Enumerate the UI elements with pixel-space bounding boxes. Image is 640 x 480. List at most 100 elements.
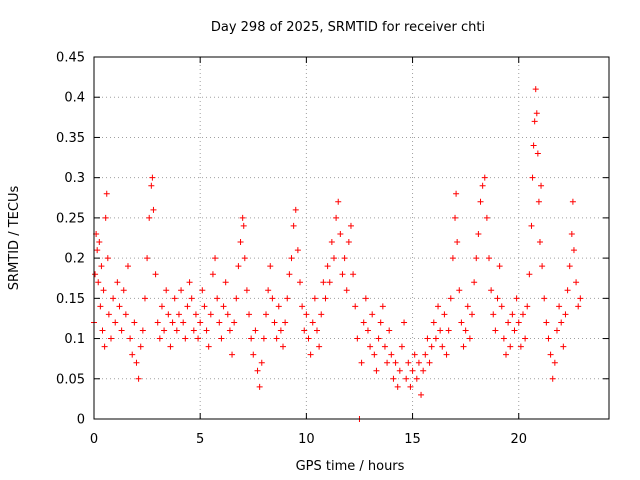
data-point bbox=[280, 343, 287, 350]
data-point bbox=[471, 279, 478, 286]
data-point bbox=[309, 319, 316, 326]
data-point bbox=[335, 198, 342, 205]
data-point bbox=[398, 343, 405, 350]
data-point bbox=[195, 335, 202, 342]
data-point bbox=[575, 303, 582, 310]
data-point bbox=[188, 295, 195, 302]
data-point bbox=[396, 367, 403, 374]
data-point bbox=[509, 311, 516, 318]
data-point bbox=[297, 279, 303, 286]
data-point bbox=[458, 319, 465, 326]
data-point bbox=[316, 343, 323, 350]
data-point bbox=[392, 359, 399, 366]
data-point bbox=[318, 311, 325, 318]
data-point bbox=[192, 311, 199, 318]
data-point bbox=[231, 319, 238, 326]
data-point bbox=[466, 335, 473, 342]
data-point bbox=[104, 255, 111, 262]
data-point bbox=[390, 375, 397, 382]
data-point bbox=[152, 271, 159, 278]
data-point bbox=[133, 359, 140, 366]
data-point bbox=[488, 287, 495, 294]
data-point bbox=[526, 271, 533, 278]
data-point bbox=[107, 335, 114, 342]
data-point bbox=[241, 255, 248, 262]
data-point bbox=[409, 367, 416, 374]
data-point bbox=[131, 319, 138, 326]
data-point bbox=[486, 255, 493, 262]
data-point bbox=[146, 214, 153, 221]
data-point bbox=[165, 311, 172, 318]
data-point bbox=[337, 230, 344, 237]
data-point bbox=[326, 279, 333, 286]
data-point bbox=[453, 190, 460, 197]
data-point bbox=[301, 327, 308, 334]
data-point bbox=[547, 351, 554, 358]
data-point bbox=[105, 311, 112, 318]
data-point bbox=[403, 375, 410, 382]
data-point bbox=[505, 319, 512, 326]
y-tick-label: 0.35 bbox=[56, 131, 85, 146]
data-point bbox=[330, 255, 337, 262]
data-point bbox=[343, 287, 350, 294]
data-point bbox=[377, 319, 384, 326]
data-point bbox=[313, 327, 320, 334]
data-point bbox=[564, 287, 571, 294]
data-point bbox=[169, 319, 176, 326]
y-tick-label: 0.2 bbox=[64, 252, 85, 267]
data-point bbox=[494, 295, 501, 302]
data-point bbox=[305, 335, 312, 342]
data-point bbox=[199, 287, 206, 294]
data-point bbox=[345, 239, 352, 246]
data-point bbox=[284, 295, 291, 302]
data-point bbox=[292, 206, 299, 213]
data-point bbox=[350, 271, 357, 278]
data-point bbox=[430, 319, 437, 326]
data-point bbox=[428, 343, 435, 350]
data-point bbox=[515, 319, 522, 326]
data-point bbox=[100, 287, 107, 294]
data-point bbox=[243, 287, 250, 294]
data-point bbox=[294, 247, 301, 254]
data-point bbox=[239, 214, 246, 221]
data-point bbox=[235, 263, 242, 270]
data-point bbox=[148, 182, 155, 189]
data-point bbox=[212, 255, 219, 262]
data-point bbox=[97, 303, 104, 310]
data-point bbox=[498, 303, 505, 310]
data-point bbox=[541, 295, 548, 302]
data-point bbox=[443, 351, 450, 358]
data-point bbox=[286, 271, 293, 278]
data-point bbox=[99, 327, 106, 334]
data-point bbox=[96, 239, 103, 246]
data-point bbox=[139, 327, 146, 334]
data-point bbox=[161, 327, 168, 334]
data-point bbox=[322, 295, 329, 302]
data-point bbox=[481, 174, 488, 181]
data-point bbox=[513, 295, 520, 302]
data-point bbox=[141, 295, 148, 302]
data-point bbox=[101, 343, 108, 350]
data-point bbox=[182, 335, 189, 342]
data-point bbox=[237, 239, 244, 246]
data-point bbox=[127, 335, 134, 342]
data-point bbox=[456, 287, 463, 294]
data-point bbox=[158, 303, 165, 310]
data-point bbox=[536, 239, 543, 246]
data-point bbox=[222, 279, 229, 286]
data-point bbox=[543, 319, 550, 326]
y-axis-label: SRMTID / TECUs bbox=[7, 186, 22, 291]
data-point bbox=[135, 375, 142, 382]
data-point bbox=[556, 303, 563, 310]
data-point bbox=[531, 118, 538, 125]
data-point bbox=[511, 327, 518, 334]
data-point bbox=[519, 311, 526, 318]
data-point bbox=[156, 335, 163, 342]
data-point bbox=[303, 311, 310, 318]
data-point bbox=[460, 343, 467, 350]
data-point bbox=[258, 359, 265, 366]
data-point bbox=[137, 343, 144, 350]
data-point bbox=[216, 319, 223, 326]
data-point bbox=[566, 263, 573, 270]
